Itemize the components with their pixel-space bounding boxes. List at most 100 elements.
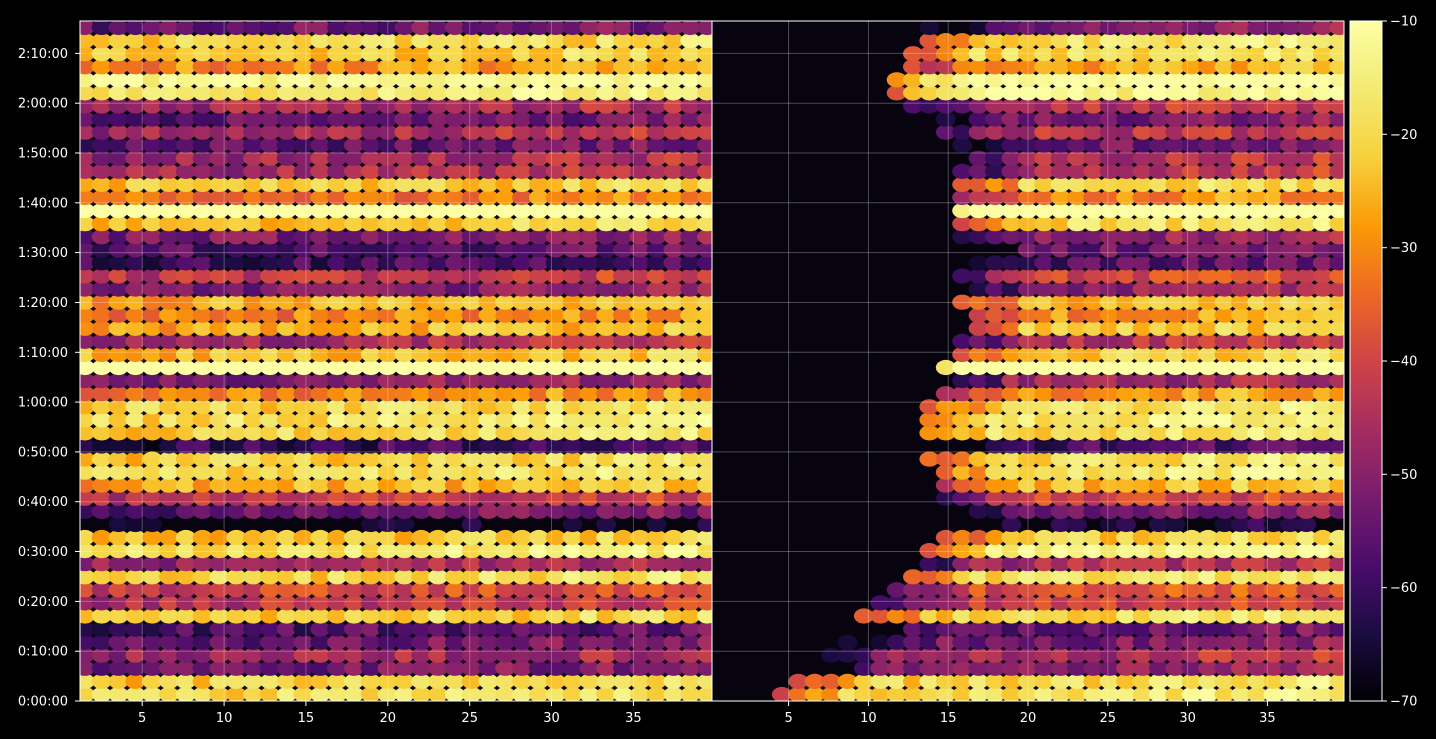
heatmap-cell — [697, 255, 712, 271]
heatmap-cell — [108, 569, 129, 585]
heatmap-cell — [310, 359, 331, 376]
y-tick-label: 0:40:00 — [18, 495, 68, 510]
heatmap-cell — [1247, 307, 1268, 323]
heatmap-cell — [1067, 516, 1087, 533]
heatmap-cell — [209, 333, 230, 349]
heatmap-cell — [1165, 124, 1186, 140]
heatmap-cell — [125, 359, 146, 376]
heatmap-cell — [327, 634, 348, 650]
heatmap-cell — [1148, 189, 1169, 206]
heatmap-cell — [1198, 569, 1219, 585]
heatmap-cell — [596, 373, 617, 389]
heatmap-cell — [1312, 543, 1333, 559]
heatmap-cell — [108, 451, 129, 467]
heatmap-cell — [159, 582, 179, 598]
heatmap-cell — [629, 425, 650, 441]
heatmap-cell — [1148, 111, 1169, 127]
heatmap-cell — [310, 124, 331, 140]
heatmap-cell — [680, 412, 701, 428]
heatmap-cell — [226, 46, 247, 62]
heatmap-cell — [360, 268, 381, 284]
heatmap-cell — [91, 359, 112, 376]
heatmap-cell — [1165, 425, 1186, 441]
heatmap-cell — [663, 203, 684, 219]
heatmap-cell — [444, 595, 465, 611]
heatmap-cell — [1132, 346, 1153, 363]
heatmap-cell — [1329, 33, 1344, 49]
heatmap-cell — [1263, 72, 1284, 88]
heatmap-cell — [1067, 229, 1087, 245]
heatmap-cell — [1132, 46, 1153, 62]
heatmap-cell — [697, 21, 712, 36]
heatmap-cell — [327, 346, 348, 363]
heatmap-cell — [596, 59, 617, 75]
heatmap-cell — [512, 21, 533, 36]
heatmap-cell — [512, 294, 533, 310]
heatmap-cell — [243, 46, 264, 62]
heatmap-cell — [613, 543, 633, 559]
heatmap-cell — [276, 634, 297, 650]
heatmap-cell — [327, 320, 348, 336]
heatmap-cell — [444, 85, 465, 101]
heatmap-cell — [226, 490, 247, 506]
heatmap-cell — [1329, 189, 1344, 206]
heatmap-cell — [175, 294, 196, 310]
heatmap-cell — [495, 595, 516, 611]
heatmap-cell — [919, 582, 940, 598]
heatmap-cell — [646, 150, 667, 166]
heatmap-cell — [360, 111, 381, 127]
heatmap-cell — [1067, 464, 1087, 480]
heatmap-cell — [478, 660, 499, 676]
heatmap-cell — [1067, 477, 1087, 493]
heatmap-cell — [327, 255, 348, 271]
heatmap-cell — [159, 438, 179, 454]
heatmap-cell — [1050, 660, 1071, 676]
heatmap-cell — [243, 98, 264, 114]
heatmap-cell — [192, 307, 213, 323]
heatmap-cell — [293, 503, 314, 519]
heatmap-cell — [226, 451, 247, 467]
heatmap-cell — [276, 176, 297, 193]
heatmap-cell — [293, 268, 314, 284]
heatmap-cell — [1001, 72, 1022, 88]
heatmap-cell — [579, 477, 600, 493]
heatmap-cell — [1099, 621, 1120, 637]
heatmap-cell — [1230, 33, 1251, 49]
heatmap-cell — [1263, 595, 1284, 611]
heatmap-cell — [175, 373, 196, 389]
heatmap-cell — [697, 203, 712, 219]
heatmap-cell — [1017, 634, 1038, 650]
heatmap-cell — [1214, 176, 1235, 193]
heatmap-cell — [1312, 98, 1333, 114]
heatmap-cell — [697, 595, 712, 611]
heatmap-cell — [663, 333, 684, 349]
heatmap-cell — [1312, 216, 1333, 232]
heatmap-cell — [125, 98, 146, 114]
heatmap-cell — [478, 569, 499, 585]
heatmap-cell — [259, 582, 280, 598]
heatmap-cell — [192, 216, 213, 232]
heatmap-cell — [1329, 203, 1344, 219]
heatmap-cell — [579, 582, 600, 598]
heatmap-cell — [360, 438, 381, 454]
heatmap-cell — [377, 21, 398, 36]
heatmap-cell — [1329, 242, 1344, 258]
heatmap-cell — [91, 503, 112, 519]
heatmap-cell — [1296, 216, 1317, 232]
heatmap-cell — [377, 268, 398, 284]
heatmap-cell — [411, 647, 432, 663]
heatmap-cell — [478, 529, 499, 546]
heatmap-cell — [344, 137, 364, 153]
heatmap-cell — [175, 686, 196, 701]
heatmap-cell — [192, 556, 213, 572]
heatmap-cell — [1034, 111, 1055, 127]
heatmap-cell — [192, 673, 213, 690]
heatmap-cell — [310, 386, 331, 402]
heatmap-cell — [1148, 516, 1169, 533]
heatmap-cell — [310, 503, 331, 519]
heatmap-cell — [1116, 111, 1137, 127]
heatmap-cell — [80, 242, 95, 258]
heatmap-cell — [512, 59, 533, 75]
heatmap-cell — [1214, 268, 1235, 284]
heatmap-cell — [952, 216, 973, 232]
